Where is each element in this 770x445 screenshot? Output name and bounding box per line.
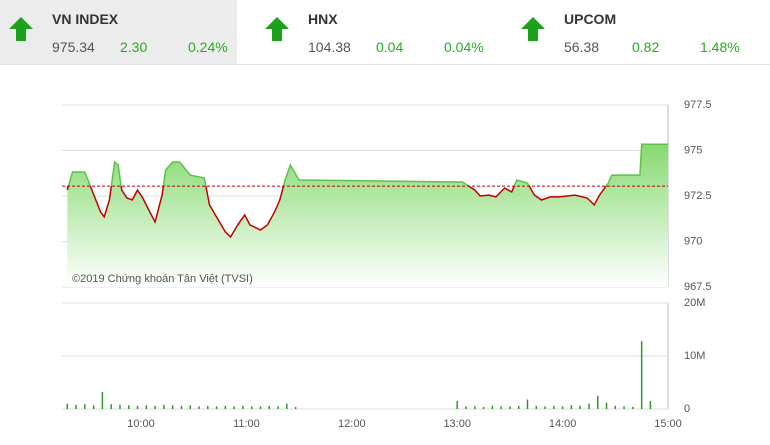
- index-name: VN INDEX: [52, 11, 119, 27]
- volume-bar: [632, 406, 634, 409]
- volume-bar: [465, 406, 467, 409]
- volume-bar: [268, 405, 271, 409]
- y-tick-label: 10M: [684, 350, 705, 362]
- volume-bar: [605, 402, 608, 409]
- volume-bar: [163, 404, 165, 409]
- volume-bar: [553, 405, 555, 409]
- volume-bar: [614, 405, 617, 409]
- copyright: ©2019 Chứng khoán Tân Việt (TVSI): [72, 273, 253, 285]
- y-tick-label: 972.5: [684, 190, 712, 202]
- x-tick-label: 12:00: [338, 418, 366, 430]
- volume-bar: [491, 405, 494, 409]
- index-value: 975.34: [52, 39, 95, 55]
- x-tick-label: 15:00: [654, 418, 682, 430]
- volume-bar: [286, 403, 288, 409]
- index-name: HNX: [308, 11, 338, 27]
- volume-bar: [189, 405, 191, 409]
- y-tick-label: 975: [684, 144, 702, 156]
- index-name: UPCOM: [564, 11, 617, 27]
- index-percent: 0.24%: [188, 39, 228, 55]
- volume-bar: [110, 404, 112, 409]
- y-tick-label: 967.5: [684, 281, 712, 293]
- volume-bar: [588, 403, 590, 409]
- index-change: 2.30: [120, 39, 148, 55]
- y-tick-label: 20M: [684, 297, 705, 309]
- volume-bar: [640, 341, 643, 409]
- x-tick-label: 14:00: [549, 418, 577, 430]
- volume-bar: [66, 403, 69, 409]
- volume-bar: [294, 406, 297, 409]
- volume-bar: [180, 405, 183, 409]
- volume-bar: [127, 405, 130, 409]
- y-tick-label: 970: [684, 235, 702, 247]
- volume-bar: [456, 401, 458, 409]
- index-percent: 0.04%: [444, 39, 484, 55]
- volume-bar: [215, 406, 218, 409]
- volume-bar: [75, 404, 77, 409]
- arrow-shape: [521, 17, 545, 41]
- volume-bar: [509, 406, 511, 409]
- volume-bar: [207, 405, 209, 409]
- volume-bar: [570, 405, 573, 409]
- volume-bar: [136, 405, 139, 409]
- up-arrow-icon: [9, 17, 33, 41]
- price-area: [67, 144, 669, 287]
- volume-bar: [623, 406, 625, 409]
- price-line-down: [66, 186, 607, 239]
- volume-bar: [561, 406, 564, 409]
- volume-bar: [145, 405, 148, 409]
- index-box: HNX 104.38 0.04 0.04%: [256, 0, 512, 64]
- volume-bar: [154, 405, 156, 409]
- volume-bar: [259, 406, 262, 409]
- volume-bar: [119, 404, 121, 409]
- volume-bar: [233, 406, 235, 409]
- volume-bar: [92, 405, 95, 409]
- arrow-shape: [265, 17, 289, 41]
- volume-bar: [250, 406, 253, 409]
- up-arrow-icon: [265, 17, 289, 41]
- volume-bar: [544, 406, 546, 409]
- index-box: VN INDEX 975.34 2.30 0.24%: [0, 0, 237, 64]
- y-tick-label: 977.5: [684, 99, 712, 111]
- index-change: 0.04: [376, 39, 404, 55]
- x-tick-label: 10:00: [127, 418, 155, 430]
- index-change: 0.82: [632, 39, 660, 55]
- volume-bar: [535, 405, 538, 409]
- volume-bar: [171, 405, 174, 409]
- volume-bar: [526, 399, 529, 409]
- volume-bar: [596, 395, 599, 409]
- volume-bar: [242, 405, 244, 409]
- volume-bar: [277, 406, 279, 409]
- index-value: 104.38: [308, 39, 351, 55]
- volume-bar: [517, 405, 520, 409]
- volume-bar: [84, 404, 86, 409]
- up-arrow-icon: [521, 17, 545, 41]
- x-tick-label: 13:00: [443, 418, 471, 430]
- volume-bar: [198, 406, 200, 409]
- x-tick-label: 11:00: [233, 418, 260, 430]
- volume-bar: [500, 406, 502, 409]
- y-tick-label: 0: [684, 403, 690, 415]
- volume-bar: [579, 405, 581, 409]
- volume-bar: [224, 405, 227, 409]
- volume-bar: [482, 406, 485, 409]
- volume-bar: [101, 392, 104, 409]
- volume-bar: [474, 406, 476, 409]
- arrow-shape: [9, 17, 33, 41]
- chart: 977.5 975 972.5 970 967.5 ©2019 Chứng khoán T…: [62, 99, 712, 430]
- index-box: UPCOM 56.38 0.82 1.48%: [512, 0, 768, 64]
- volume-bar: [649, 401, 652, 409]
- index-header: VN INDEX 975.34 2.30 0.24% HNX 104.38 0.04 0.04…: [0, 0, 770, 65]
- index-value: 56.38: [564, 39, 600, 55]
- index-percent: 1.48%: [700, 39, 740, 55]
